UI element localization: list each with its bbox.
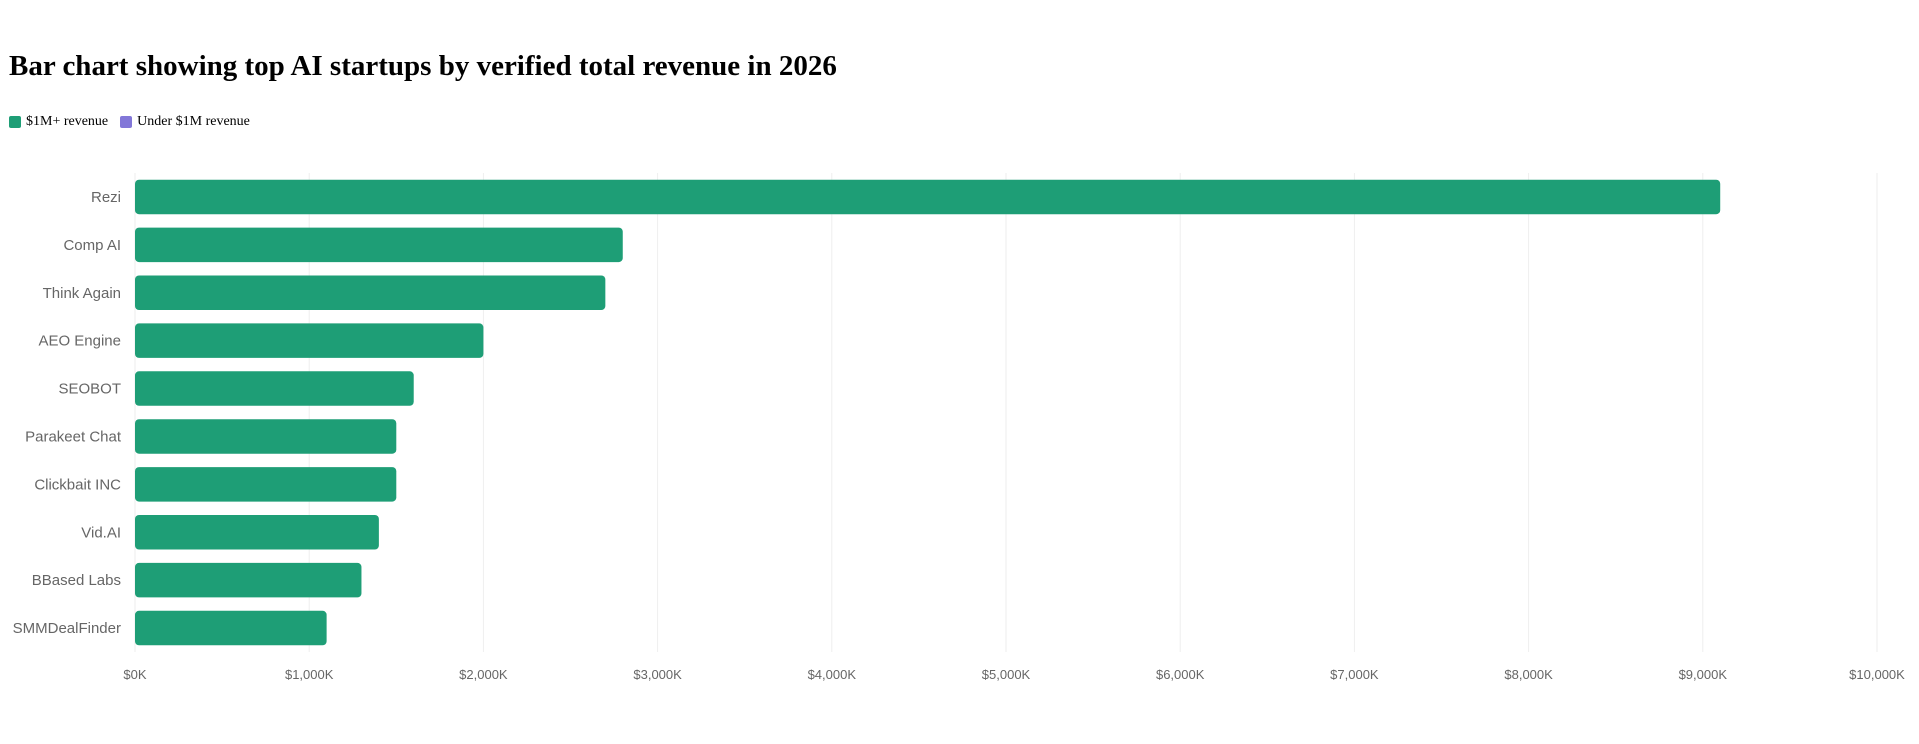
x-tick-label: $2,000K bbox=[459, 667, 508, 682]
category-label: Comp AI bbox=[63, 237, 121, 254]
bars bbox=[135, 179, 1721, 646]
x-tick-label: $8,000K bbox=[1504, 667, 1553, 682]
x-tick-label: $6,000K bbox=[1156, 667, 1205, 682]
legend-item-over-1m[interactable]: $1M+ revenue bbox=[9, 114, 108, 130]
grid-lines bbox=[134, 173, 1878, 652]
bar-aeo-engine[interactable] bbox=[135, 323, 484, 358]
legend-item-under-1m[interactable]: Under $1M revenue bbox=[120, 114, 250, 130]
bar-comp-ai[interactable] bbox=[135, 227, 623, 263]
x-tick-label: $5,000K bbox=[982, 667, 1031, 682]
category-label: BBased Labs bbox=[32, 572, 121, 589]
x-tick-label: $3,000K bbox=[633, 667, 682, 682]
legend-swatch-over-1m bbox=[9, 116, 21, 128]
category-label: SMMDealFinder bbox=[13, 620, 121, 637]
category-label: SEOBOT bbox=[58, 381, 121, 398]
legend-label-under-1m: Under $1M revenue bbox=[137, 114, 250, 129]
x-tick-label: $10,000K bbox=[1849, 667, 1905, 682]
category-label: Parakeet Chat bbox=[25, 428, 122, 445]
bar-parakeet-chat[interactable] bbox=[135, 419, 397, 454]
bar-clickbait-inc[interactable] bbox=[135, 467, 397, 502]
bar-rezi[interactable] bbox=[135, 179, 1721, 215]
legend: $1M+ revenue Under $1M revenue bbox=[9, 114, 250, 130]
bar-smmdealfinder[interactable] bbox=[135, 610, 327, 646]
category-label: Clickbait INC bbox=[34, 476, 121, 493]
bar-vid-ai[interactable] bbox=[135, 515, 379, 550]
bar-think-again[interactable] bbox=[135, 275, 606, 310]
category-label: Vid.AI bbox=[81, 524, 121, 541]
category-label: Rezi bbox=[91, 189, 121, 206]
category-labels: Rezi Comp AI Think Again AEO Engine SEOBOT Pa… bbox=[13, 189, 122, 637]
bar-seobot[interactable] bbox=[135, 371, 414, 406]
x-tick-label: $9,000K bbox=[1679, 667, 1728, 682]
x-tick-label: $1,000K bbox=[285, 667, 334, 682]
chart-title: Bar chart showing top AI startups by ver… bbox=[9, 50, 837, 82]
x-axis-tick-labels: $0K $1,000K $2,000K $3,000K $4,000K $5,000K $6… bbox=[123, 667, 1905, 682]
legend-swatch-under-1m bbox=[120, 116, 133, 128]
bar-bbased-labs[interactable] bbox=[135, 562, 362, 598]
x-tick-label: $7,000K bbox=[1330, 667, 1379, 682]
x-tick-label: $0K bbox=[123, 667, 146, 682]
category-label: Think Again bbox=[43, 285, 121, 302]
x-tick-label: $4,000K bbox=[808, 667, 857, 682]
category-label: AEO Engine bbox=[38, 333, 121, 350]
legend-label-over-1m: $1M+ revenue bbox=[26, 114, 109, 129]
